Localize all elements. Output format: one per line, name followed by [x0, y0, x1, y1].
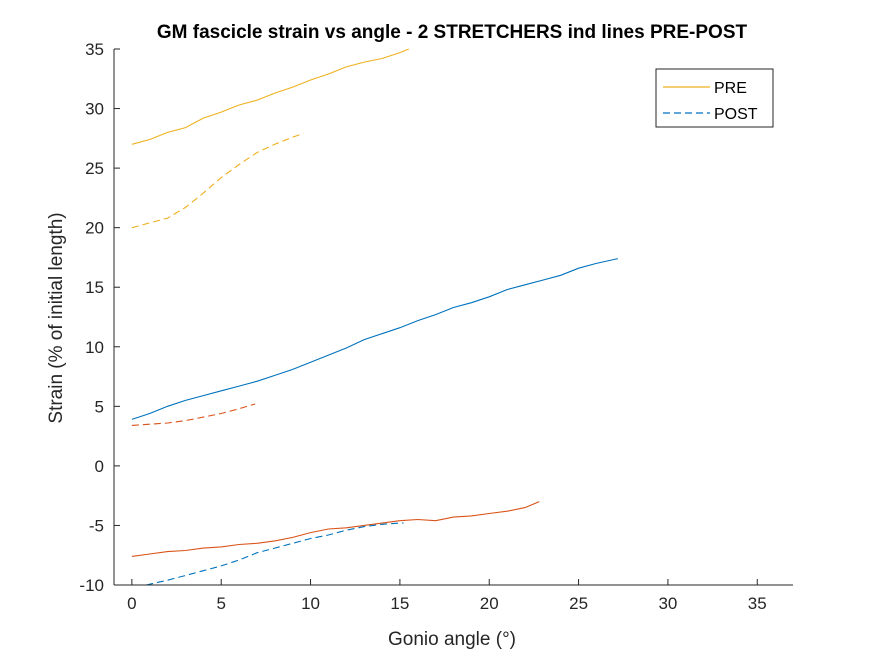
series-line-1: [131, 48, 410, 145]
legend-label-pre: PRE: [714, 80, 747, 97]
y-tick-label: -10: [79, 576, 104, 595]
y-tick-label: 10: [85, 338, 104, 357]
y-tick-label: 20: [85, 219, 104, 238]
series-line-4: [131, 403, 256, 426]
x-tick-label: 30: [658, 594, 677, 613]
legend: PRE POST: [655, 68, 774, 128]
series-layer: [131, 48, 619, 586]
x-tick-label: 20: [480, 594, 499, 613]
y-tick-label: 15: [85, 278, 104, 297]
x-tick-label: 15: [390, 594, 409, 613]
x-tick-label: 5: [216, 594, 225, 613]
legend-box: [655, 68, 774, 128]
series-line-2: [131, 133, 304, 229]
y-tick-label: 30: [85, 100, 104, 119]
y-axis-label: Strain (% of initial length): [46, 212, 67, 423]
y-tick-label: -5: [89, 516, 104, 535]
axes: [113, 49, 793, 586]
x-tick-label: 35: [748, 594, 767, 613]
x-ticks: 0 5 10 15 20 25 30 35: [127, 579, 767, 613]
y-tick-label: 25: [85, 159, 104, 178]
x-tick-label: 10: [301, 594, 320, 613]
x-tick-label: 0: [127, 594, 136, 613]
legend-label-post: POST: [714, 106, 758, 123]
chart-title: GM fascicle strain vs angle - 2 STRETCHE…: [157, 22, 748, 43]
y-tick-label: 0: [95, 457, 104, 476]
series-line-6: [146, 522, 404, 586]
y-ticks: -10 -5 0 5 10 15 20 25 30 35: [79, 40, 120, 595]
y-tick-label: 35: [85, 40, 104, 59]
series-line-5: [131, 501, 540, 557]
x-axis-label: Gonio angle (°): [388, 629, 516, 650]
y-tick-label: 5: [95, 397, 104, 416]
series-line-3: [131, 258, 619, 420]
x-tick-label: 25: [569, 594, 588, 613]
